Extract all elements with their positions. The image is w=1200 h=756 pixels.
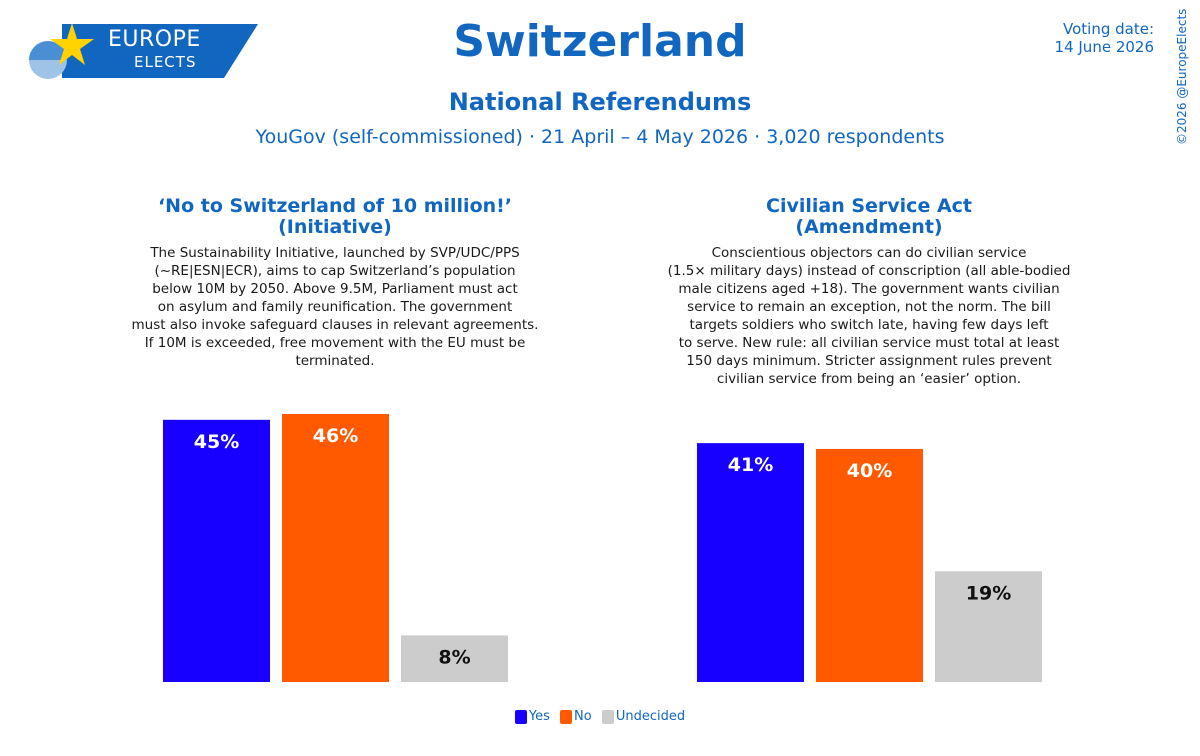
description-line: service to remain an exception, not the … [687,299,1051,315]
legend-label-undecided: Undecided [615,709,686,724]
question-title-1-line1: ‘No to Switzerland of 10 million!’ [157,195,513,217]
question-panel-1: ‘No to Switzerland of 10 million!’ (Init… [120,196,550,696]
legend-swatch-undecided [601,709,614,724]
question-title-1-line2: (Initiative) [278,216,392,238]
bar-value-label-no-chart-1: 46% [313,425,358,447]
question-title-2: Civilian Service Act (Amendment) [654,196,1084,238]
country-title: Switzerland [453,16,747,67]
description-line: on asylum and family reunification. The … [157,299,513,315]
question-panel-2: Civilian Service Act (Amendment) Conscie… [654,196,1084,696]
description-line: civilian service from being an ‘easier’ … [716,371,1022,387]
question-description-2: Conscientious objectors can do civilian … [654,244,1084,388]
poll-info: YouGov (self-commissioned) · 21 April – … [255,126,945,148]
bar-undecided-chart-2 [935,571,1042,682]
question-description-1: The Sustainability Initiative, launched … [120,244,550,370]
legend-swatch-yes [514,709,527,724]
star-icon [50,23,94,65]
question-title-1: ‘No to Switzerland of 10 million!’ (Init… [120,196,550,238]
bar-value-label-yes-chart-2: 41% [728,454,773,476]
logo-text-elects: ELECTS [134,53,197,71]
legend-item-no: No [560,709,592,724]
description-line: 150 days minimum. Stricter assignment ru… [686,353,1052,369]
bar-value-label-no-chart-2: 40% [847,460,892,482]
chart-legend: Yes No Undecided [0,709,1200,724]
bar-yes-chart-2 [697,443,804,682]
chart-subtitle: National Referendums [448,88,752,116]
voting-date-label: Voting date: [1063,20,1154,38]
legend-item-undecided: Undecided [601,709,686,724]
bar-undecided-chart-1 [401,635,508,682]
description-line: male citizens aged +18). The government … [678,281,1060,297]
bar-value-label-undecided-chart-2: 19% [966,582,1011,604]
description-line: must also invoke safeguard clauses in re… [131,317,539,333]
description-line: If 10M is exceeded, free movement with t… [144,335,526,351]
bar-no-chart-1 [282,414,389,682]
description-line: (1.5× military days) instead of conscrip… [667,263,1071,279]
question-title-2-line2: (Amendment) [795,216,943,238]
description-line: targets soldiers who switch late, having… [689,317,1049,333]
description-line: below 10M by 2050. Above 9.5M, Parliamen… [152,281,518,297]
description-line: Conscientious objectors can do civilian … [711,245,1027,261]
logo-text-europe: EUROPE [108,27,201,52]
bar-value-label-yes-chart-1: 45% [194,431,239,453]
question-title-2-line1: Civilian Service Act [766,195,972,217]
description-line: The Sustainability Initiative, launched … [150,245,520,261]
bar-yes-chart-1 [163,419,270,682]
legend-label-yes: Yes [528,709,550,724]
europe-elects-logo: EUROPE ELECTS [22,22,258,80]
voting-date-block: Voting date: 14 June 2026 [1055,20,1154,56]
voting-date-value: 14 June 2026 [1054,38,1154,56]
description-line: (~RE|ESN|ECR), aims to cap Switzerland’s… [154,263,516,279]
legend-label-no: No [574,709,592,724]
bar-value-label-undecided-chart-1: 8% [438,646,470,668]
legend-item-yes: Yes [514,709,550,724]
description-line: to serve. New rule: all civilian service… [678,335,1060,351]
logo-graphic [29,23,258,79]
legend-swatch-no [560,709,573,724]
bar-no-chart-2 [816,448,923,682]
description-line: terminated. [295,353,375,369]
